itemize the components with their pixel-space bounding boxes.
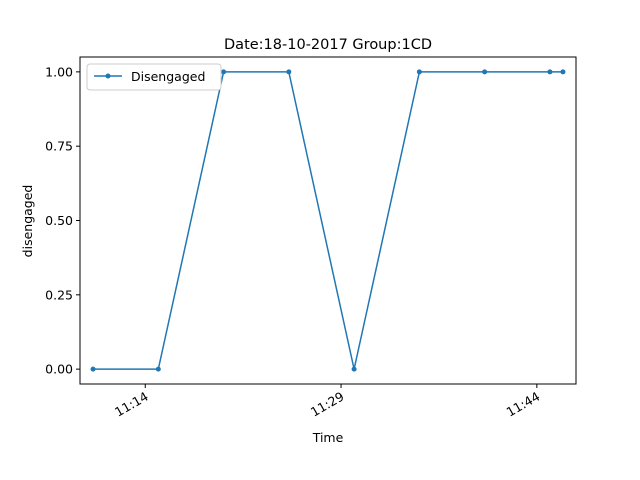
series-line-disengaged — [93, 71, 563, 370]
x-tick-label: 11:29 — [308, 389, 347, 420]
x-axis-label: Time — [312, 430, 344, 445]
y-tick-label: 1.00 — [45, 64, 73, 79]
data-point — [482, 69, 488, 75]
data-point — [351, 366, 357, 372]
y-tick-label: 0.25 — [45, 287, 73, 302]
data-point — [416, 69, 422, 75]
y-axis-label: disengaged — [20, 185, 35, 258]
y-tick-label: 0.50 — [45, 213, 73, 228]
y-tick-label: 0.00 — [45, 362, 73, 377]
plot-area — [79, 56, 577, 385]
data-point — [286, 69, 292, 75]
legend: Disengaged — [86, 63, 222, 91]
plot-frame — [79, 56, 577, 385]
x-tick-label: 11:14 — [112, 389, 151, 420]
series-layer — [90, 69, 566, 372]
legend-box — [86, 63, 222, 91]
data-point — [155, 366, 161, 372]
legend-label-disengaged: Disengaged — [131, 69, 205, 84]
y-axis: 0.00 0.25 0.50 0.75 1.00 — [45, 64, 80, 377]
data-point — [547, 69, 553, 75]
legend-marker — [105, 73, 111, 79]
y-tick-label: 0.75 — [45, 139, 73, 154]
data-point — [90, 366, 96, 372]
x-axis: 11:14 11:29 11:44 — [112, 384, 542, 420]
data-point — [221, 69, 227, 75]
chart-title: Date:18-10-2017 Group:1CD — [224, 37, 432, 53]
data-point — [560, 69, 566, 75]
x-tick-label: 11:44 — [504, 389, 543, 420]
